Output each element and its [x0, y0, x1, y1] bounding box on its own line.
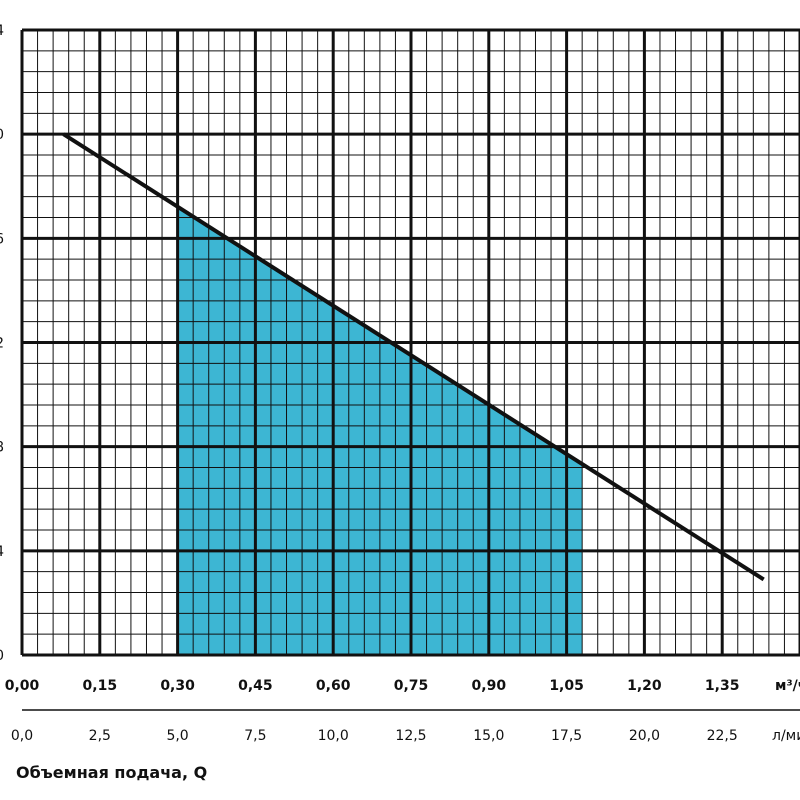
x-tick-label: 1,35 [705, 678, 740, 694]
x-tick-label: 0,30 [160, 678, 195, 694]
y-tick-label: 24 [0, 23, 4, 39]
x-tick-label: 0,90 [472, 678, 507, 694]
y-tick-label: 16 [0, 231, 4, 247]
x-tick-label: 0,00 [5, 678, 40, 694]
x-tick-label: 0,75 [394, 678, 429, 694]
x-axis-label: Объемная подача, Q [16, 763, 207, 782]
x-tick-label: 0,60 [316, 678, 351, 694]
secondary-x-tick-label: 12,5 [395, 728, 426, 744]
secondary-x-tick-label: 2,5 [89, 728, 111, 744]
secondary-x-tick-label: 15,0 [473, 728, 504, 744]
y-tick-label: 8 [0, 440, 4, 456]
x-tick-label: 0,45 [238, 678, 273, 694]
primary-axis-unit: м³/ч [775, 678, 800, 694]
y-tick-label: 20 [0, 127, 4, 143]
y-tick-label: 12 [0, 336, 4, 352]
pump-curve-line [62, 132, 765, 582]
secondary-x-tick-label: 7,5 [244, 728, 266, 744]
y-tick-label: 4 [0, 544, 4, 560]
secondary-x-tick-label: 20,0 [629, 728, 660, 744]
y-tick-label: 0 [0, 648, 4, 664]
x-tick-label: 1,05 [549, 678, 584, 694]
secondary-axis-unit: л/мин [772, 728, 800, 744]
x-tick-label: 0,15 [83, 678, 118, 694]
secondary-x-tick-label: 17,5 [551, 728, 582, 744]
secondary-x-tick-label: 10,0 [318, 728, 349, 744]
x-tick-label: 1,20 [627, 678, 662, 694]
secondary-x-tick-label: 22,5 [707, 728, 738, 744]
y-tick-labels: 0 4 8 12 16 20 24 [0, 23, 4, 664]
secondary-x-tick-labels: 0,0 2,5 5,0 7,5 10,0 12,5 15,0 17,5 20,0 22,5 [11, 728, 738, 744]
secondary-x-tick-label: 0,0 [11, 728, 33, 744]
x-tick-labels: 0,00 0,15 0,30 0,45 0,60 0,75 0,90 1,05 1,20 1,35 [5, 678, 740, 694]
major-grid [20, 28, 800, 657]
series-lines [62, 132, 765, 582]
secondary-x-tick-label: 5,0 [166, 728, 188, 744]
